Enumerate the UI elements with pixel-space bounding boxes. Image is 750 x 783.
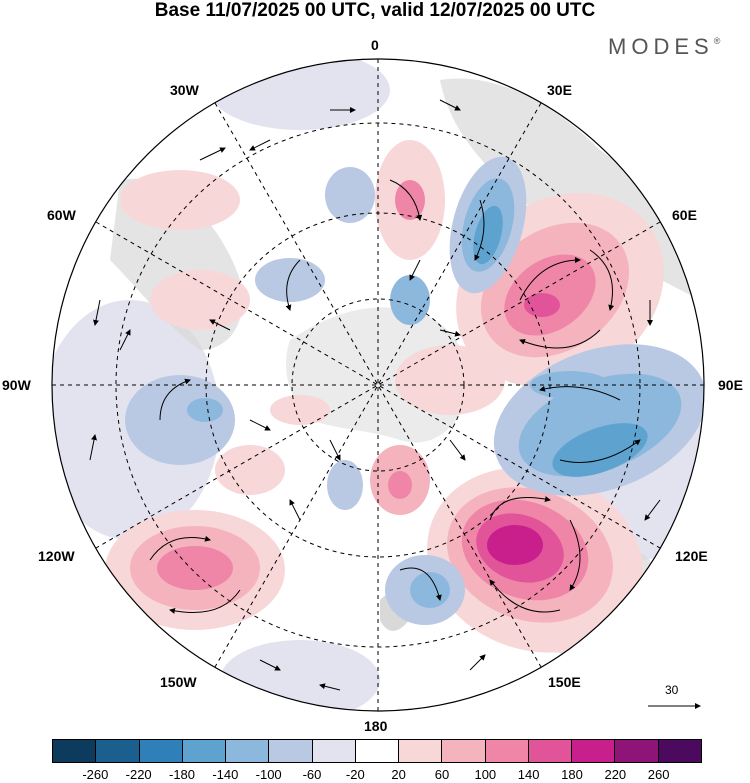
- wind-vector: [149, 535, 211, 561]
- colorbar-cell: [442, 740, 486, 762]
- lon-label-180: 180: [364, 718, 388, 734]
- wind-vector: [389, 179, 423, 221]
- wind-vector: [469, 654, 486, 671]
- wind-vector: [399, 567, 442, 601]
- graticule: [52, 59, 704, 711]
- colorbar-tick-label: -220: [125, 767, 152, 782]
- colorbar-tick-label: 60: [434, 767, 450, 782]
- wind-vector: [249, 139, 271, 151]
- n-negative-anomaly: [449, 156, 527, 294]
- wind-vector: [409, 259, 421, 281]
- colorbar-cell: [485, 740, 529, 762]
- lon-label-60w: 60W: [47, 207, 76, 223]
- lon-label-120w: 120W: [38, 548, 75, 564]
- minor-positive-anomalies: [120, 140, 505, 515]
- colorbar-tick-label: 100: [474, 767, 497, 782]
- colorbar-cell: [658, 740, 701, 762]
- minor-negative-anomalies: [125, 167, 465, 625]
- colorbar-tick-label: 140: [517, 767, 540, 782]
- wind-vector: [93, 299, 101, 326]
- weak-negative-area: [220, 640, 380, 711]
- wind-vector: [169, 589, 241, 614]
- wind-vectors: [89, 99, 661, 691]
- wind-vector: [519, 329, 601, 349]
- colorbar-tick-label: 180: [561, 767, 583, 782]
- wind-vector: [289, 499, 301, 521]
- lon-label-150e: 150E: [548, 674, 581, 690]
- reference-vector-value: 30: [665, 683, 679, 697]
- lon-label-90w: 90W: [2, 377, 31, 393]
- lon-label-120e: 120E: [675, 548, 708, 564]
- colorbar-cell: [269, 740, 313, 762]
- colorbar-tick-label: -180: [168, 767, 196, 782]
- wind-vector: [644, 499, 661, 521]
- lon-label-150w: 150W: [160, 674, 197, 690]
- chart-title: Base 11/07/2025 00 UTC, valid 12/07/2025…: [154, 0, 596, 21]
- colorbar-cell: [572, 740, 616, 762]
- anomaly-field: [52, 59, 704, 711]
- colorbar-tick-label: -20: [345, 767, 365, 782]
- wind-vector: [89, 434, 97, 461]
- lon-label-90e: 90E: [718, 377, 743, 393]
- colorbar-tick-label: 20: [391, 767, 406, 782]
- colorbar-cell: [226, 740, 270, 762]
- wind-vector: [439, 99, 461, 111]
- colorbar-cell: [182, 740, 227, 762]
- colorbar-cell: [615, 740, 659, 762]
- lon-label-30w: 30W: [170, 82, 199, 98]
- weak-negative-area: [210, 59, 390, 130]
- wind-vector: [119, 329, 131, 351]
- lon-label-60e: 60E: [672, 207, 697, 223]
- wind-vector: [539, 385, 621, 401]
- wind-vector: [199, 147, 226, 161]
- wind-vector: [589, 249, 615, 311]
- colorbar-tick-label: -60: [302, 767, 322, 782]
- wind-vector: [259, 659, 281, 671]
- colorbar-tick-label: 260: [647, 767, 670, 782]
- wind-vector: [319, 683, 341, 691]
- wind-vector: [249, 419, 271, 431]
- wind-vector: [285, 259, 301, 311]
- colorbar-cell: [312, 740, 356, 762]
- wind-vector: [449, 439, 466, 461]
- wind-vector: [439, 329, 461, 337]
- wind-vector: [519, 257, 581, 301]
- colorbar: [52, 739, 702, 763]
- colorbar-cell: [528, 740, 573, 762]
- e-negative-anomaly: [493, 344, 704, 496]
- wind-vector: [559, 439, 641, 463]
- colorbar-cell: [399, 740, 443, 762]
- colorbar-tick-label: -140: [212, 767, 239, 782]
- colorbar-cell: [96, 740, 140, 762]
- colorbar-tick-label: 220: [604, 767, 627, 782]
- wind-vector: [489, 496, 551, 521]
- colorbar-cell: [355, 740, 400, 762]
- wind-vector: [474, 199, 485, 261]
- colorbar-cell: [139, 740, 183, 762]
- modes-logo: MODES®: [608, 34, 721, 59]
- wind-vector: [489, 579, 561, 613]
- map-boundary: [51, 58, 705, 712]
- wind-vector: [569, 519, 581, 591]
- colorbar-cell: [53, 740, 97, 762]
- wind-vector: [159, 378, 191, 421]
- colorbar-tick-label: -260: [82, 767, 109, 782]
- wind-vector: [209, 319, 231, 331]
- lon-label-30e: 30E: [547, 82, 572, 98]
- colorbar-tick-label: -100: [255, 767, 282, 782]
- lon-label-0: 0: [371, 37, 379, 53]
- wind-vector: [329, 439, 341, 461]
